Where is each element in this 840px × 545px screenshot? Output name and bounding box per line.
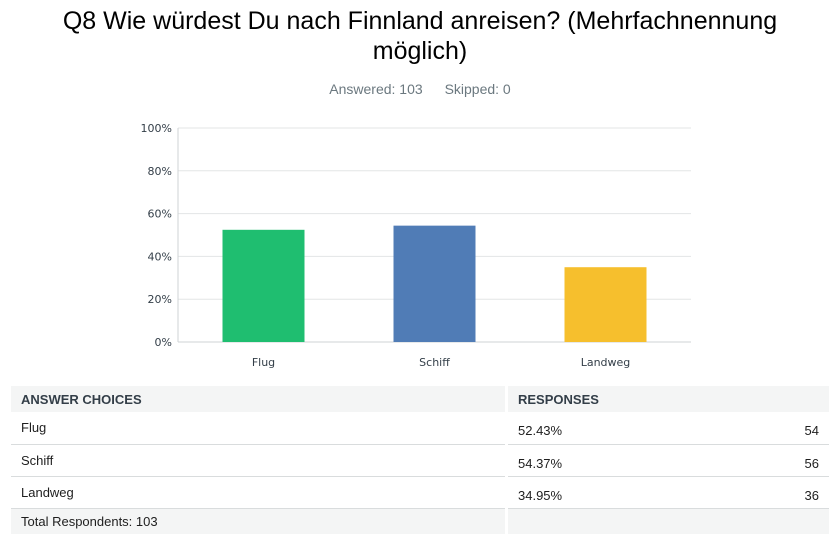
header-answer-choices: ANSWER CHOICES: [11, 386, 508, 412]
skipped-count: Skipped: 0: [444, 81, 511, 97]
bar-landweg: [564, 267, 647, 342]
row-choice: Flug: [11, 412, 508, 444]
y-tick-label: 60%: [148, 208, 172, 221]
x-tick-label: Landweg: [581, 356, 631, 369]
row-percent: 52.43%: [518, 423, 563, 439]
bar-chart: 0% 20% 40% 60% 80% 100% Flug Schiff Landweg: [141, 122, 691, 369]
response-summary: Answered: 103 Skipped: 0: [0, 81, 840, 97]
row-percent: 54.37%: [518, 455, 563, 471]
answered-count: Answered: 103: [329, 81, 423, 97]
table-row: Flug 52.43% 54: [11, 412, 829, 444]
y-tick-label: 100%: [141, 122, 172, 135]
total-respondents: Total Respondents: 103: [11, 508, 508, 534]
table-row: Landweg 34.95% 36: [11, 476, 829, 508]
y-tick-label: 0%: [155, 336, 172, 349]
row-count: 54: [804, 423, 819, 439]
row-percent: 34.95%: [518, 487, 563, 503]
row-choice: Landweg: [11, 476, 508, 508]
question-title-line1: Q8 Wie würdest Du nach Finnland anreisen…: [62, 7, 778, 35]
bar-flug: [222, 229, 305, 342]
header-responses: RESPONSES: [518, 391, 599, 407]
responses-table: ANSWER CHOICES RESPONSES Flug 52.43% 54 …: [11, 386, 829, 534]
bar-schiff: [393, 225, 476, 342]
table-footer: Total Respondents: 103: [11, 508, 829, 534]
x-tick-label: Flug: [252, 356, 275, 369]
y-tick-label: 40%: [148, 250, 172, 263]
x-tick-label: Schiff: [419, 356, 450, 369]
y-tick-label: 80%: [148, 165, 172, 178]
row-count: 56: [804, 455, 819, 471]
row-choice: Schiff: [11, 444, 508, 476]
y-tick-label: 20%: [148, 293, 172, 306]
row-count: 36: [804, 487, 819, 503]
question-title: Q8 Wie würdest Du nach Finnland anreisen…: [40, 6, 800, 66]
table-header: ANSWER CHOICES RESPONSES: [11, 386, 829, 412]
question-title-line2: möglich): [372, 37, 468, 65]
table-row: Schiff 54.37% 56: [11, 444, 829, 476]
